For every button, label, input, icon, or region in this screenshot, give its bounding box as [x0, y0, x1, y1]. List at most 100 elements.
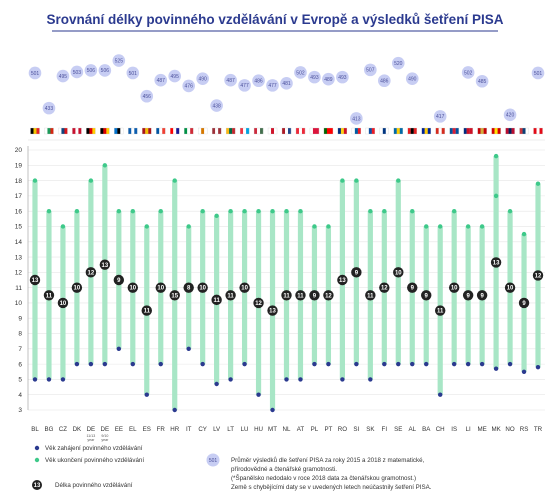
category-label: MT [268, 426, 277, 433]
flag-icon [100, 127, 110, 135]
duration-badge [532, 270, 544, 281]
duration-value: 13 [269, 309, 276, 315]
flag-icon [379, 127, 389, 135]
category-label: FI [382, 426, 388, 433]
pisa-bubble [182, 79, 195, 93]
duration-badge [267, 305, 278, 316]
category-label: ES [143, 426, 151, 433]
duration-value: 9 [117, 278, 121, 284]
end-age-dot [116, 208, 122, 214]
start-age-dot [130, 361, 135, 367]
start-age-dot [228, 377, 233, 382]
start-age-dot [507, 361, 513, 367]
duration-value: 10 [395, 270, 402, 276]
start-age-dot [158, 361, 163, 367]
duration-badge [435, 305, 446, 316]
category-label: IT [186, 426, 192, 433]
pisa-value: 525 [115, 58, 124, 64]
start-age-dot [256, 392, 261, 397]
end-age-dot [256, 208, 261, 214]
pisa-value: 481 [282, 81, 291, 87]
duration-badge [29, 274, 41, 286]
end-age-dot [158, 208, 163, 214]
duration-badge [225, 290, 236, 301]
start-age-dot [298, 377, 303, 382]
flag-icon [239, 127, 250, 135]
duration-value: 10 [199, 286, 206, 292]
legend-note-line2: přírodovědné a čtenářské gramotnosti. [231, 466, 337, 473]
category-sublabel: year [87, 438, 95, 442]
start-age-dot [172, 407, 177, 413]
start-age-dot [144, 392, 149, 397]
end-age-dot [312, 224, 317, 229]
pisa-bubble [56, 69, 70, 83]
pisa-bubble [336, 70, 349, 84]
pisa-value: 476 [185, 84, 194, 90]
duration-value: 11 [367, 293, 374, 299]
y-tick-label: 10 [15, 300, 23, 307]
pisa-bubble [280, 77, 293, 90]
duration-badge [476, 290, 488, 301]
start-age-dot [32, 377, 38, 382]
category-label: NL [283, 426, 291, 433]
duration-value: 11 [437, 309, 444, 315]
category-label: HR [170, 426, 179, 433]
category-label: SK [366, 426, 375, 433]
duration-badge [309, 290, 320, 301]
category-label: LV [213, 426, 221, 433]
end-age-dot [465, 224, 471, 229]
start-age-dot [521, 369, 527, 374]
pisa-value: 495 [59, 74, 68, 80]
legend: Věk zahájení povinného vzdělávání Věk uk… [32, 445, 432, 491]
pisa-value: 413 [352, 116, 361, 122]
flag-icon [421, 127, 431, 135]
duration-badge [323, 290, 334, 301]
category-label: EL [129, 426, 137, 433]
category-label: SI [353, 426, 359, 433]
flag-icon [309, 127, 320, 135]
flag-icon [365, 127, 375, 135]
duration-value: 11 [46, 293, 53, 299]
pisa-bubble [154, 73, 168, 87]
duration-badge [393, 267, 404, 278]
y-tick-label: 17 [15, 193, 23, 200]
end-age-dot [186, 224, 191, 229]
flag-icon [519, 127, 529, 135]
duration-value: 12 [88, 270, 95, 276]
end-age-dot [172, 178, 177, 183]
category-label: RO [338, 426, 347, 433]
start-age-dot [200, 361, 205, 367]
duration-badge [99, 259, 111, 270]
flag-icon [463, 127, 473, 135]
duration-value: 12 [255, 301, 262, 307]
duration-value: 9 [313, 293, 317, 299]
pisa-bubble [70, 65, 84, 79]
category-label: BG [44, 426, 53, 433]
flag-icon [505, 127, 515, 135]
pisa-value: 487 [157, 78, 166, 84]
end-age-dot [438, 224, 443, 229]
duration-badge [281, 290, 292, 301]
end-age-dot [46, 208, 52, 214]
duration-badge [183, 282, 194, 293]
start-age-dot [242, 361, 247, 367]
duration-badge [448, 282, 460, 293]
legend-note-line1: Průměr výsledků dle šetření PISA za roky… [231, 457, 425, 464]
pisa-value: 438 [212, 103, 221, 109]
end-age-dot [340, 178, 345, 183]
end-age-dot [521, 231, 527, 237]
legend-duration-sample: 13 [34, 483, 41, 489]
pisa-value: 490 [408, 76, 417, 82]
end-age-dot [88, 178, 94, 183]
end-age-dot [102, 163, 108, 168]
pisa-bubble [461, 66, 475, 79]
duration-value: 10 [157, 286, 164, 292]
start-age-dot [535, 364, 541, 370]
flag-icon [295, 127, 306, 135]
legend-note-line3: (*Španělsko nedodalo v roce 2018 data za… [231, 475, 416, 482]
start-age-dot [74, 361, 80, 367]
legend-duration-label: Délka povinného vzdělávání [55, 482, 133, 489]
pisa-bubble [266, 79, 279, 92]
pisa-bubble [433, 110, 447, 123]
